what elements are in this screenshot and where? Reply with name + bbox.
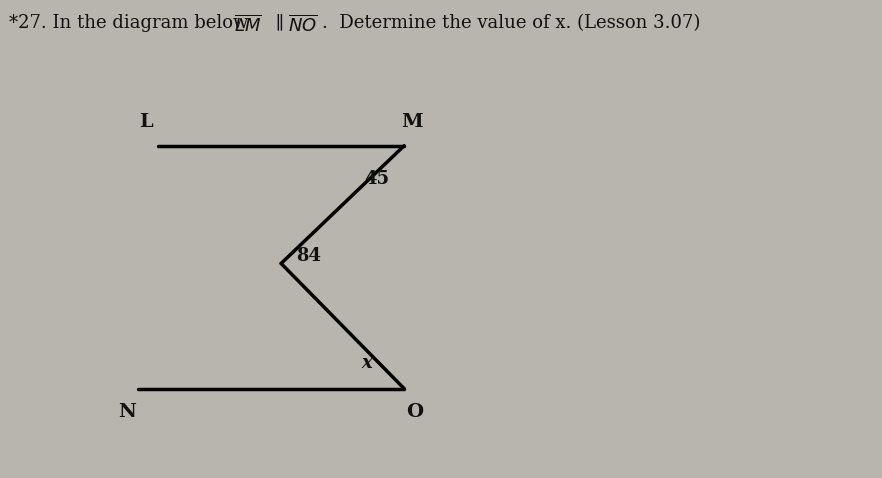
Text: 84: 84: [296, 247, 321, 265]
Text: ∥: ∥: [270, 14, 290, 33]
Text: x: x: [362, 354, 372, 372]
Text: O: O: [406, 403, 423, 421]
Text: .  Determine the value of x. (Lesson 3.07): . Determine the value of x. (Lesson 3.07…: [322, 14, 700, 33]
Text: L: L: [139, 113, 153, 131]
Text: *27. In the diagram below: *27. In the diagram below: [9, 14, 254, 33]
Text: $\overline{NO}$: $\overline{NO}$: [288, 14, 318, 35]
Text: M: M: [401, 113, 423, 131]
Text: 45: 45: [364, 170, 389, 188]
Text: N: N: [118, 403, 137, 421]
Text: $\overline{LM}$: $\overline{LM}$: [234, 14, 261, 35]
